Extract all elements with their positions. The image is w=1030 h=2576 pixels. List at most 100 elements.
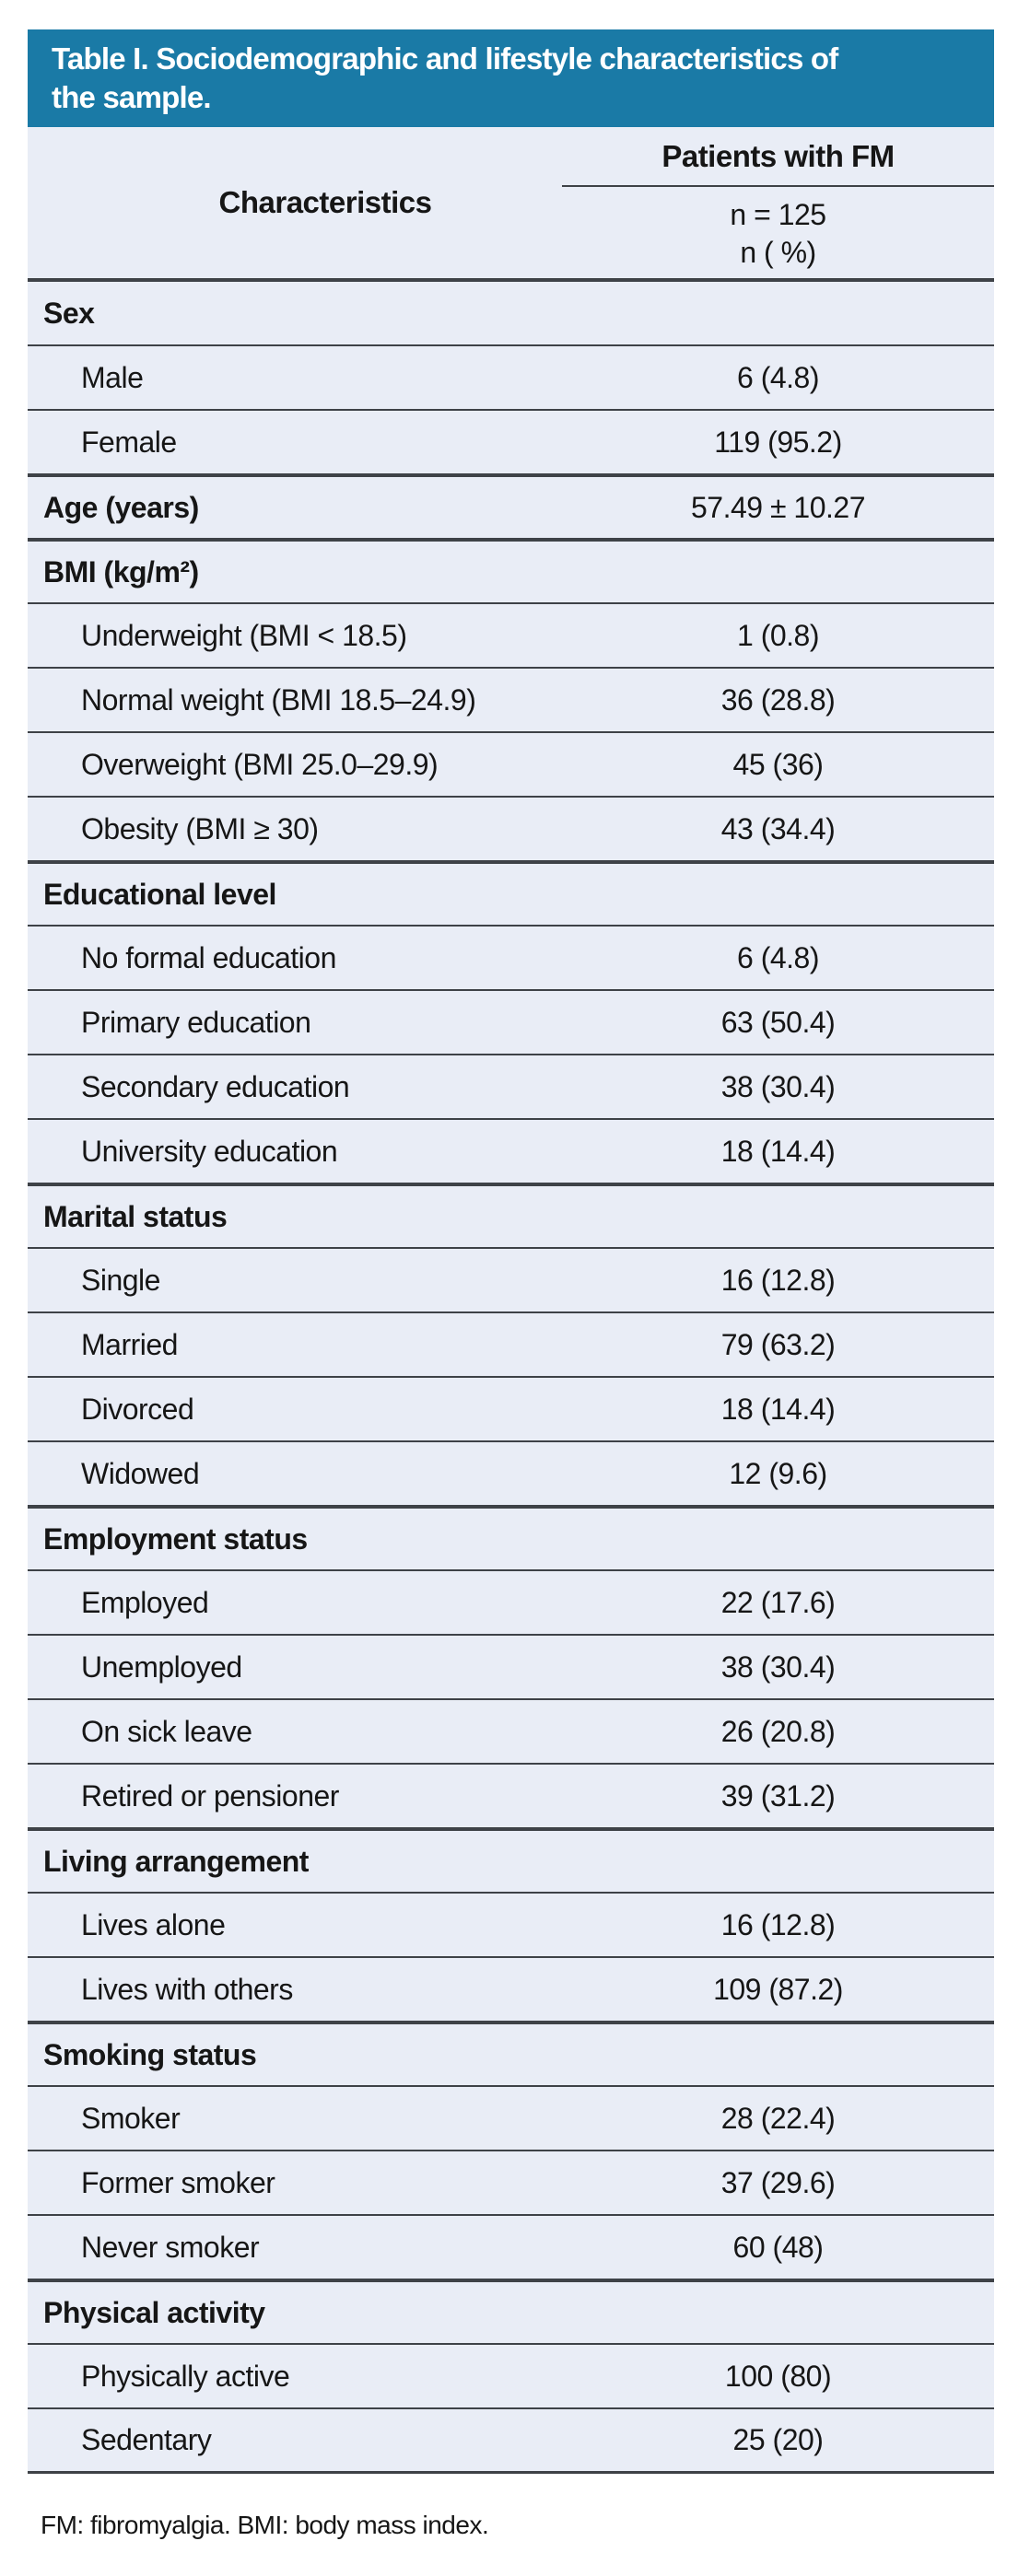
row-value: 26 (20.8)	[720, 1714, 836, 1748]
table-card: Table I. Sociodemographic and lifestyle …	[28, 29, 994, 2474]
row-label: Divorced	[81, 1392, 194, 1426]
table-section-row: Smoking status	[28, 2022, 994, 2087]
row-value: 60 (48)	[732, 2230, 824, 2264]
row-label: Employment status	[43, 1521, 308, 1556]
table-item-row: Overweight (BMI 25.0–29.9) 45 (36)	[28, 733, 994, 798]
row-label: Educational level	[43, 877, 276, 911]
row-value: 18 (14.4)	[720, 1392, 836, 1426]
row-value: 16 (12.8)	[720, 1907, 836, 1941]
row-label: BMI (kg/m²)	[43, 554, 199, 589]
table-item-row: Primary education 63 (50.4)	[28, 991, 994, 1055]
table-footnote: FM: fibromyalgia. BMI: body mass index.	[41, 2511, 489, 2539]
table-section-row: Educational level	[28, 862, 994, 927]
column-group-underline	[562, 185, 994, 187]
row-value: 38 (30.4)	[720, 1649, 836, 1684]
row-value: 79 (63.2)	[720, 1327, 836, 1361]
row-label: Lives alone	[81, 1907, 226, 1941]
row-label: Physically active	[81, 2359, 290, 2393]
row-value: 28 (22.4)	[720, 2101, 836, 2135]
row-value: 57.49 ± 10.27	[691, 490, 866, 524]
row-value: 1 (0.8)	[737, 618, 819, 652]
table-item-row: Obesity (BMI ≥ 30) 43 (34.4)	[28, 798, 994, 862]
table-item-row: Former smoker 37 (29.6)	[28, 2151, 994, 2216]
table-item-row: Smoker 28 (22.4)	[28, 2087, 994, 2151]
patients-column-header: Patients with FM n = 125 n ( %)	[562, 127, 994, 278]
characteristics-column-header: Characteristics	[218, 185, 432, 219]
table-item-row: Married 79 (63.2)	[28, 1313, 994, 1378]
row-label: Female	[81, 425, 177, 459]
column-subheader-n: n = 125	[730, 198, 826, 231]
row-value: 6 (4.8)	[737, 360, 819, 394]
row-label: Obesity (BMI ≥ 30)	[81, 811, 319, 845]
table-item-row: Physically active 100 (80)	[28, 2345, 994, 2409]
row-label: Sex	[43, 296, 95, 330]
table-item-row: Sedentary 25 (20)	[28, 2409, 994, 2474]
table-item-row: Female 119 (95.2)	[28, 411, 994, 475]
row-value: 45 (36)	[732, 747, 824, 781]
row-value: 16 (12.8)	[720, 1263, 836, 1297]
row-label: Single	[81, 1263, 160, 1297]
table-title: Table I. Sociodemographic and lifestyle …	[28, 29, 994, 127]
row-label: Primary education	[81, 1005, 311, 1039]
row-label: Living arrangement	[43, 1844, 309, 1878]
row-label: Age (years)	[43, 490, 199, 524]
row-label: Sedentary	[81, 2423, 212, 2456]
row-label: Male	[81, 360, 144, 394]
table-item-row: Secondary education 38 (30.4)	[28, 1055, 994, 1120]
row-value: 22 (17.6)	[720, 1585, 836, 1619]
table-item-row: University education 18 (14.4)	[28, 1120, 994, 1184]
table-header: Characteristics Patients with FM n = 125…	[28, 127, 994, 282]
table-section-row: BMI (kg/m²)	[28, 540, 994, 604]
row-label: Overweight (BMI 25.0–29.9)	[81, 747, 439, 781]
row-value: 12 (9.6)	[729, 1456, 827, 1490]
row-label: Smoking status	[43, 2037, 257, 2071]
row-label: Underweight (BMI < 18.5)	[81, 618, 407, 652]
table-item-row: Divorced 18 (14.4)	[28, 1378, 994, 1442]
row-label: Widowed	[81, 1456, 200, 1490]
table-item-row: No formal education 6 (4.8)	[28, 927, 994, 991]
row-label: Never smoker	[81, 2230, 260, 2264]
row-value: 25 (20)	[732, 2423, 824, 2456]
table-section-row: Age (years) 57.49 ± 10.27	[28, 475, 994, 540]
row-value: 109 (87.2)	[713, 1972, 843, 2006]
table-item-row: Never smoker 60 (48)	[28, 2216, 994, 2280]
table-item-row: Lives with others 109 (87.2)	[28, 1958, 994, 2022]
table-item-row: Widowed 12 (9.6)	[28, 1442, 994, 1507]
row-value: 18 (14.4)	[720, 1134, 836, 1168]
row-value: 38 (30.4)	[720, 1069, 836, 1103]
row-label: Secondary education	[81, 1069, 350, 1103]
row-value: 6 (4.8)	[737, 940, 819, 974]
table-title-line-1: Table I. Sociodemographic and lifestyle …	[52, 41, 838, 76]
column-group-label: Patients with FM	[661, 139, 895, 173]
row-value: 100 (80)	[724, 2359, 832, 2393]
row-label: Employed	[81, 1585, 209, 1619]
row-label: Retired or pensioner	[81, 1778, 339, 1813]
table-item-row: Underweight (BMI < 18.5) 1 (0.8)	[28, 604, 994, 669]
row-label: Unemployed	[81, 1649, 242, 1684]
table-section-row: Physical activity	[28, 2280, 994, 2345]
row-label: Normal weight (BMI 18.5–24.9)	[81, 682, 476, 717]
row-label: No formal education	[81, 940, 336, 974]
table-item-row: Single 16 (12.8)	[28, 1249, 994, 1313]
table-item-row: Unemployed 38 (30.4)	[28, 1636, 994, 1700]
table-section-row: Employment status	[28, 1507, 994, 1571]
row-label: Physical activity	[43, 2295, 265, 2329]
row-value: 119 (95.2)	[714, 425, 842, 459]
row-value: 36 (28.8)	[720, 682, 836, 717]
row-label: On sick leave	[81, 1714, 252, 1748]
table-item-row: On sick leave 26 (20.8)	[28, 1700, 994, 1765]
table-item-row: Employed 22 (17.6)	[28, 1571, 994, 1636]
table-item-row: Male 6 (4.8)	[28, 346, 994, 411]
row-label: Married	[81, 1327, 178, 1361]
row-label: Marital status	[43, 1199, 228, 1233]
table-item-row: Normal weight (BMI 18.5–24.9) 36 (28.8)	[28, 669, 994, 733]
row-value: 43 (34.4)	[720, 811, 836, 845]
table-section-row: Marital status	[28, 1184, 994, 1249]
row-label: Former smoker	[81, 2165, 275, 2199]
table-body: Sex Male 6 (4.8) Female 119 (95.2) Age (years…	[28, 282, 994, 2474]
row-value: 39 (31.2)	[720, 1778, 836, 1813]
table-item-row: Retired or pensioner 39 (31.2)	[28, 1765, 994, 1829]
row-value: 37 (29.6)	[720, 2165, 836, 2199]
row-label: Lives with others	[81, 1972, 293, 2006]
